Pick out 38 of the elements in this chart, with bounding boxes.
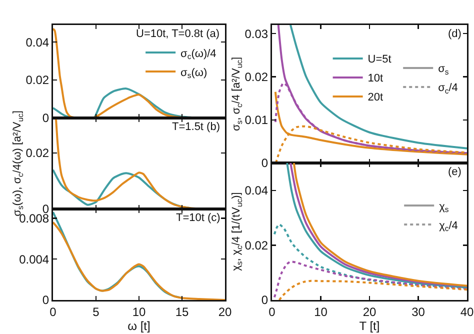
annotation: T=1.5t (b) <box>172 121 220 133</box>
x-axis-title: ω [t] <box>128 318 150 333</box>
legend-label: σ$_{c}$/4 <box>438 82 458 96</box>
y-tick-label: 0.02 <box>244 238 268 252</box>
x-tick-label: 40 <box>460 304 474 319</box>
y-tick-label: 0.02 <box>26 146 50 160</box>
y-tick-label: 0 <box>42 111 50 126</box>
y-tick-label: 0.02 <box>244 70 268 84</box>
x-axis-title: T [t] <box>359 318 380 333</box>
y-tick-label: 0.03 <box>244 26 268 41</box>
y-tick-label: 0 <box>261 156 268 170</box>
legend-label: χ$_{s}$ <box>439 200 449 214</box>
y-tick-label: 0.04 <box>26 35 50 50</box>
legend-label: 10t <box>368 72 384 85</box>
annotation: (d) <box>448 28 462 40</box>
y-tick-label: 0 <box>42 293 50 308</box>
annotation: T=10t (c) <box>176 212 220 224</box>
y-tick-label: 0.01 <box>244 113 268 128</box>
x-tick-label: 10 <box>132 304 146 319</box>
legend-label: σ$_{s}$(ω) <box>180 66 208 80</box>
legend-label: σ$_{c}$(ω)/4 <box>180 48 216 62</box>
x-tick-label: 30 <box>412 304 426 319</box>
legend-label: 20t <box>368 92 384 104</box>
legend-label: χ$_{c}$/4 <box>439 220 458 234</box>
line-series <box>278 280 467 300</box>
y-tick-label: 0.02 <box>26 73 50 88</box>
x-tick-label: 5 <box>92 304 100 319</box>
annotation: (e) <box>448 166 462 178</box>
y-tick-label: 0 <box>261 293 268 308</box>
y-tick-label: 0.04 <box>244 184 268 198</box>
legend-label: σ$_{s}$ <box>438 63 449 77</box>
x-tick-label: 10 <box>314 304 328 319</box>
annotation: U=10t, T=0.8t (a) <box>136 28 220 40</box>
legend-label: U=5t <box>368 54 392 66</box>
x-tick-label: 15 <box>175 304 189 319</box>
y-tick-label: 0.004 <box>19 252 50 266</box>
x-tick-label: 20 <box>362 304 376 319</box>
x-tick-label: 20 <box>218 304 232 319</box>
